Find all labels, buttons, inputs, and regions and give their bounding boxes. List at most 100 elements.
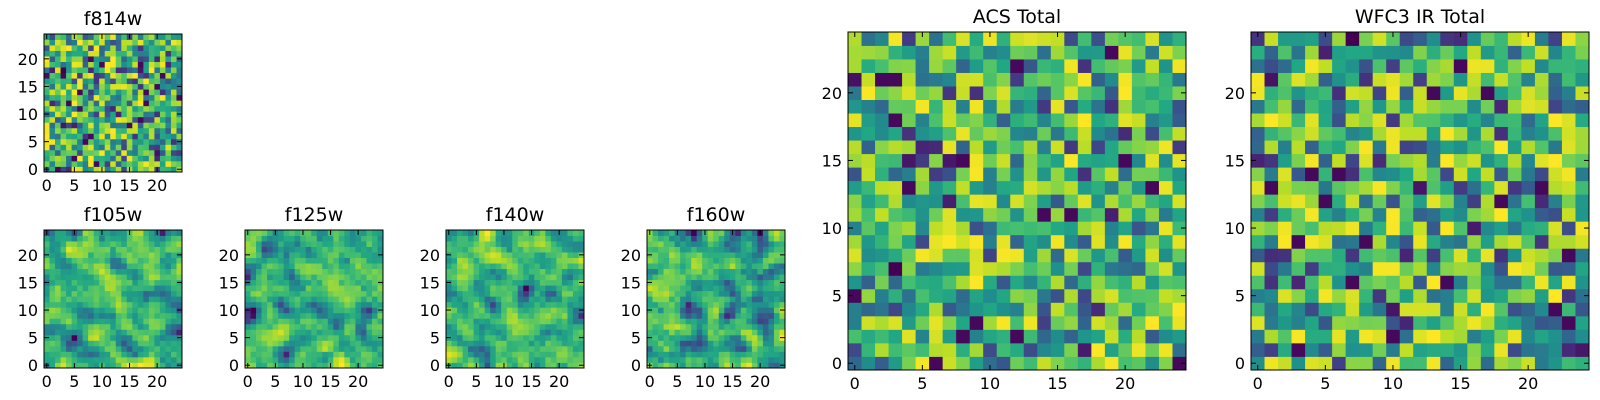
heatmap-cell xyxy=(490,230,497,236)
heatmap-cell xyxy=(506,257,513,264)
heatmap-cell xyxy=(446,257,452,264)
heatmap-cell xyxy=(550,323,557,330)
heatmap-cell xyxy=(691,307,698,314)
heatmap-cell xyxy=(1305,207,1319,222)
heatmap-cell xyxy=(713,323,720,330)
heatmap-cell xyxy=(327,252,334,258)
heatmap-cell xyxy=(71,246,78,253)
heatmap-cell xyxy=(1305,194,1319,209)
heatmap-cell xyxy=(1467,140,1482,155)
heatmap-cell xyxy=(685,274,692,281)
heatmap-cell xyxy=(154,290,161,297)
heatmap-cell xyxy=(360,279,367,286)
heatmap-cell xyxy=(1264,86,1279,100)
heatmap-cell xyxy=(680,290,687,297)
heatmap-cell xyxy=(115,78,122,85)
heatmap-cell xyxy=(1091,194,1106,209)
heatmap-cell xyxy=(99,252,106,258)
heatmap-cell xyxy=(1023,32,1038,46)
heatmap-cell xyxy=(1480,261,1495,276)
heatmap-cell xyxy=(457,279,463,286)
heatmap-cell xyxy=(115,111,122,118)
heatmap-cell xyxy=(344,279,351,286)
heatmap-cell xyxy=(1440,261,1455,276)
heatmap-cell xyxy=(322,296,329,303)
heatmap-cell xyxy=(371,329,378,336)
heatmap-cell xyxy=(322,356,329,363)
heatmap-cell xyxy=(446,246,452,253)
heatmap-cell xyxy=(1158,315,1173,330)
heatmap-cell xyxy=(1332,59,1347,73)
heatmap-cell xyxy=(729,356,736,363)
heatmap-cell xyxy=(71,83,78,90)
heatmap-cell xyxy=(333,307,340,314)
heatmap-cell xyxy=(1050,288,1065,303)
heatmap-cell xyxy=(1534,180,1549,195)
heatmap-cell xyxy=(110,78,117,85)
heatmap-cell xyxy=(71,122,78,129)
heatmap-cell xyxy=(110,67,117,74)
heatmap-cell xyxy=(132,329,139,336)
heatmap-cell xyxy=(49,351,56,358)
heatmap-cell xyxy=(170,127,177,134)
heatmap-cell xyxy=(93,252,100,258)
heatmap-cell xyxy=(256,268,262,275)
heatmap-cell xyxy=(1077,315,1092,330)
heatmap-cell xyxy=(289,351,296,358)
heatmap-cell xyxy=(322,246,329,253)
heatmap-cell xyxy=(137,252,144,258)
heatmap-cell xyxy=(848,248,862,263)
y-tick-label: 15 xyxy=(822,151,842,170)
heatmap-cell xyxy=(740,329,747,336)
heatmap-cell xyxy=(126,307,133,314)
heatmap-cell xyxy=(1145,167,1160,182)
heatmap-cell xyxy=(66,252,72,258)
heatmap-cell xyxy=(556,274,563,281)
heatmap-cell xyxy=(1104,329,1119,344)
heatmap-cell xyxy=(1548,126,1563,141)
heatmap-cell xyxy=(148,340,155,347)
heatmap-cell xyxy=(457,345,463,352)
heatmap-cell xyxy=(1251,315,1265,330)
heatmap-cell xyxy=(1251,194,1265,209)
heatmap-cell xyxy=(534,241,541,247)
heatmap-cell xyxy=(1426,86,1441,100)
heatmap-cell xyxy=(126,133,133,140)
heatmap-cell xyxy=(110,274,117,281)
heatmap-cell xyxy=(143,78,150,85)
heatmap-cell xyxy=(366,274,373,281)
heatmap-cell xyxy=(148,257,155,264)
heatmap-cell xyxy=(1104,86,1119,100)
heatmap-cell xyxy=(1251,329,1265,344)
heatmap-cell xyxy=(1010,207,1025,222)
heatmap-cell xyxy=(349,307,356,314)
heatmap-cell xyxy=(1426,275,1441,290)
heatmap-cell xyxy=(261,285,268,292)
heatmap-cell xyxy=(550,312,557,319)
heatmap-cell xyxy=(1064,153,1079,168)
heatmap-cell xyxy=(60,252,67,258)
heatmap-cell xyxy=(1507,261,1522,276)
heatmap-cell xyxy=(740,257,747,264)
heatmap-cell xyxy=(523,301,530,308)
heatmap-cell xyxy=(126,329,133,336)
heatmap-cell xyxy=(773,340,780,347)
heatmap-cell xyxy=(154,56,161,62)
heatmap-cell xyxy=(1359,315,1374,330)
heatmap-cell xyxy=(724,268,731,275)
heatmap-cell xyxy=(333,235,340,242)
heatmap-cell xyxy=(506,301,513,308)
heatmap-cell xyxy=(137,45,144,51)
heatmap-cell xyxy=(534,268,541,275)
heatmap-cell xyxy=(88,61,95,68)
heatmap-cell xyxy=(746,268,753,275)
heatmap-cell xyxy=(1575,194,1590,209)
heatmap-cell xyxy=(888,207,903,222)
heatmap-cell xyxy=(338,334,345,341)
heatmap-cell xyxy=(104,301,111,308)
heatmap-cell xyxy=(165,127,172,134)
heatmap-cell xyxy=(969,356,984,371)
heatmap-cell xyxy=(545,345,552,352)
heatmap-cell xyxy=(1050,140,1065,155)
heatmap-cell xyxy=(501,235,508,242)
